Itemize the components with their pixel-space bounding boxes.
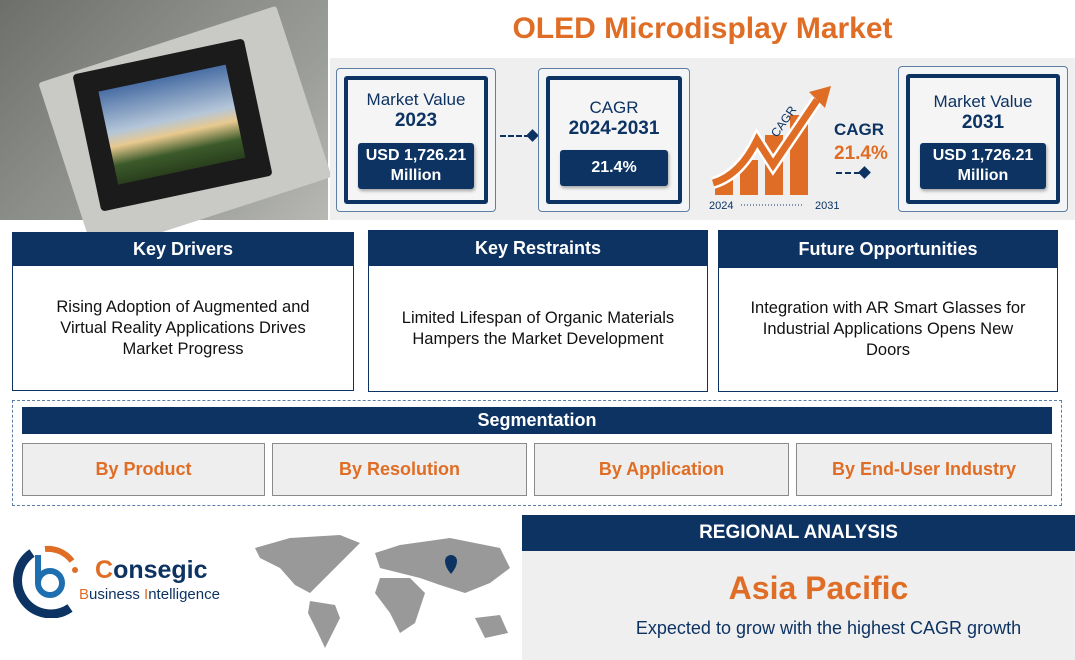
- end-year: 2031: [815, 200, 839, 212]
- logo-mark: [13, 545, 78, 618]
- segment-by-end-user-industry[interactable]: By End-User Industry: [796, 443, 1052, 496]
- arrow-line: [711, 98, 820, 187]
- cagr-label: CAGR: [834, 120, 885, 139]
- value: USD 1,726.21: [932, 147, 1034, 164]
- world-map: [255, 535, 510, 648]
- year: 2023: [394, 110, 438, 131]
- segmentation-frame: [12, 400, 1062, 506]
- key-restraints-header: Key Restraints: [368, 230, 708, 266]
- future-opportunities-header: Future Opportunities: [718, 230, 1058, 268]
- segment-by-application[interactable]: By Application: [534, 443, 789, 496]
- value-pill: 21.4%: [560, 150, 668, 186]
- cagr-box: CAGR 2024-2031 21.4%: [538, 68, 690, 212]
- value: USD 1,726.21: [365, 147, 467, 164]
- unit: Million: [390, 167, 442, 184]
- key-drivers-header: Key Drivers: [12, 232, 354, 266]
- arrow-head: [809, 86, 831, 108]
- value-pill: USD 1,726.21 Million: [358, 143, 474, 189]
- cagr-value: 21.4%: [834, 143, 888, 164]
- period: 2024-2031: [568, 118, 660, 139]
- cagr-growth-graphic: CAGR 2024 2031: [709, 86, 839, 212]
- future-opportunities-text: Integration with AR Smart Glasses for In…: [718, 268, 1058, 392]
- regional-body: [522, 551, 1075, 660]
- label: Market Value: [366, 90, 466, 109]
- product-photo: [0, 0, 332, 255]
- key-restraints-text: Limited Lifespan of Organic Materials Ha…: [368, 266, 708, 392]
- segment-by-product[interactable]: By Product: [22, 443, 265, 496]
- unit: Million: [957, 167, 1009, 184]
- market-value-2023-box: Market Value 2023 USD 1,726.21 Million: [336, 68, 496, 212]
- connector: [836, 172, 860, 174]
- top-region: Asia Pacific: [728, 570, 909, 606]
- logo-name: Consegic: [95, 556, 208, 584]
- page-title: OLED Microdisplay Market: [512, 12, 893, 45]
- connector: [500, 135, 530, 137]
- value: 21.4%: [591, 159, 637, 176]
- label: CAGR: [589, 98, 639, 117]
- value-pill: USD 1,726.21 Million: [920, 143, 1046, 189]
- start-year: 2024: [709, 200, 733, 212]
- logo-tagline: Business Intelligence: [79, 586, 220, 603]
- label: Market Value: [933, 92, 1033, 111]
- regional-text: Expected to grow with the highest CAGR g…: [635, 618, 1022, 638]
- key-drivers-text: Rising Adoption of Augmented and Virtual…: [12, 266, 354, 391]
- location-pin-icon: [445, 555, 457, 574]
- segment-by-resolution[interactable]: By Resolution: [272, 443, 527, 496]
- market-value-2031-box: Market Value 2031 USD 1,726.21 Million: [898, 66, 1068, 212]
- year: 2031: [961, 112, 1005, 133]
- segmentation-header: Segmentation: [22, 407, 1052, 434]
- regional-header: REGIONAL ANALYSIS: [522, 515, 1075, 551]
- display-screen: [98, 64, 246, 185]
